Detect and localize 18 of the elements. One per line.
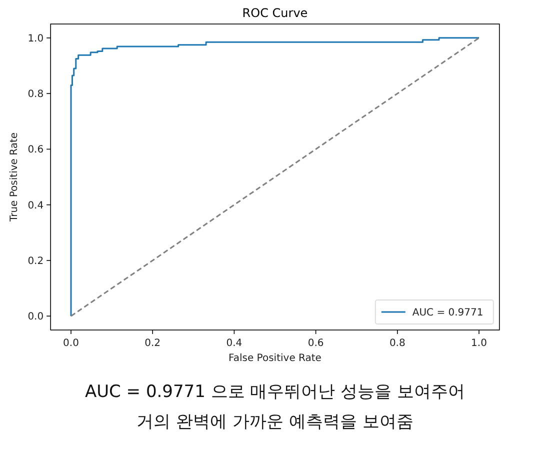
x-tick-label: 0.0 <box>63 338 79 349</box>
x-tick-label: 1.0 <box>471 338 487 349</box>
x-tick-label: 0.6 <box>308 338 324 349</box>
x-tick-label: 0.2 <box>144 338 161 349</box>
y-tick-label: 0.6 <box>28 144 44 156</box>
y-tick-label: 0.8 <box>28 89 44 100</box>
chart-title: ROC Curve <box>242 6 308 20</box>
y-tick-label: 0.2 <box>28 256 44 267</box>
x-axis-title: False Positive Rate <box>228 353 322 364</box>
y-axis-title: True Positive Rate <box>9 132 20 223</box>
x-tick-label: 0.4 <box>226 338 242 349</box>
y-tick-label: 0.4 <box>28 200 44 212</box>
y-tick-label: 0.0 <box>28 312 44 323</box>
y-tick-label: 1.0 <box>28 33 44 44</box>
text: 거의 완벽에 가까운 예측력을 보여줌 <box>136 412 414 432</box>
text: AUC = 0.9771 으로 매우뛰어난 성능을 보여주어 <box>84 382 466 402</box>
legend-label: AUC = 0.9771 <box>412 308 484 318</box>
x-tick-label: 0.8 <box>389 338 406 349</box>
